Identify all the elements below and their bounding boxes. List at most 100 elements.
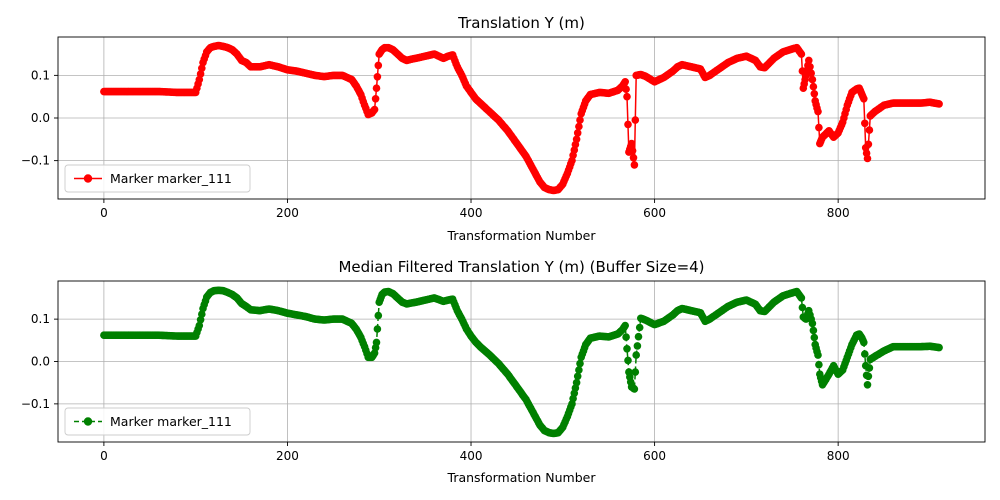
data-point bbox=[632, 351, 640, 359]
data-point bbox=[815, 123, 823, 132]
series-0 bbox=[100, 41, 943, 195]
data-point bbox=[635, 323, 644, 332]
x-tick-label: 200 bbox=[276, 206, 299, 220]
data-point bbox=[622, 85, 630, 93]
data-point bbox=[622, 333, 630, 341]
legend-marker-swatch bbox=[83, 174, 93, 183]
data-point bbox=[627, 139, 636, 148]
x-tick-label: 0 bbox=[100, 206, 108, 220]
data-point bbox=[572, 135, 581, 144]
x-tick-label: 800 bbox=[827, 206, 850, 220]
data-point bbox=[374, 61, 383, 70]
data-point bbox=[797, 50, 806, 58]
data-point bbox=[634, 332, 643, 341]
y-tick-label: 0.1 bbox=[31, 312, 50, 326]
legend: Marker marker_111 bbox=[64, 407, 251, 436]
x-tick-label: 400 bbox=[460, 449, 483, 463]
x-axis-label: Transformation Number bbox=[447, 228, 597, 243]
data-point bbox=[573, 129, 582, 137]
data-point bbox=[621, 78, 629, 86]
legend: Marker marker_111 bbox=[64, 164, 251, 193]
data-point bbox=[372, 338, 381, 347]
data-point bbox=[864, 140, 873, 149]
y-tick-label: 0.0 bbox=[31, 111, 50, 125]
data-point bbox=[808, 319, 817, 328]
data-point bbox=[815, 360, 823, 369]
data-point bbox=[576, 359, 584, 368]
chart-title: Median Filtered Translation Y (m) (Buffe… bbox=[338, 258, 704, 276]
data-point bbox=[805, 56, 813, 65]
data-point bbox=[633, 342, 642, 350]
data-point bbox=[861, 119, 869, 128]
data-point bbox=[198, 310, 206, 319]
data-point bbox=[623, 92, 631, 101]
series-0 bbox=[100, 286, 943, 438]
data-point bbox=[860, 338, 868, 347]
data-point bbox=[624, 356, 632, 365]
x-tick-label: 0 bbox=[100, 449, 108, 463]
data-point bbox=[630, 385, 639, 393]
data-point bbox=[865, 364, 874, 372]
data-point bbox=[572, 378, 581, 387]
legend-label: Marker marker_111 bbox=[110, 171, 232, 186]
data-point bbox=[865, 126, 874, 134]
data-point bbox=[808, 75, 817, 84]
data-point bbox=[372, 84, 381, 92]
legend-box bbox=[64, 164, 251, 193]
y-tick-label: −0.1 bbox=[21, 397, 50, 411]
data-point bbox=[629, 154, 638, 162]
data-point bbox=[860, 95, 868, 103]
data-point bbox=[195, 75, 204, 84]
data-point bbox=[861, 350, 869, 358]
x-tick-label: 600 bbox=[643, 206, 666, 220]
data-point bbox=[373, 325, 382, 333]
data-point bbox=[623, 345, 631, 353]
x-tick-label: 200 bbox=[276, 449, 299, 463]
data-point bbox=[575, 366, 583, 374]
data-point bbox=[624, 120, 632, 129]
data-point bbox=[810, 90, 819, 98]
data-point bbox=[814, 351, 822, 359]
data-point bbox=[370, 105, 379, 114]
data-point bbox=[807, 69, 815, 77]
data-point bbox=[198, 64, 206, 73]
data-point bbox=[864, 372, 873, 381]
data-point bbox=[621, 321, 629, 330]
data-point bbox=[798, 303, 807, 312]
data-point bbox=[809, 326, 818, 335]
data-point bbox=[863, 381, 872, 389]
data-point bbox=[631, 116, 640, 124]
x-axis-label: Transformation Number bbox=[447, 470, 597, 485]
x-tick-label: 800 bbox=[827, 449, 850, 463]
data-point bbox=[797, 294, 806, 302]
data-point bbox=[374, 311, 383, 320]
chart-panel-translation-y: Translation Y (m) 0 200 400 600 800 −0.1 0.0 0.1… bbox=[21, 14, 986, 243]
chart-panel-median-filtered: Median Filtered Translation Y (m) (Buffe… bbox=[21, 258, 986, 485]
x-tick-label: 600 bbox=[643, 449, 666, 463]
y-tick-label: 0.0 bbox=[31, 355, 50, 369]
data-point bbox=[631, 368, 640, 376]
data-point bbox=[575, 122, 583, 131]
data-point bbox=[573, 372, 582, 381]
data-point bbox=[630, 161, 639, 169]
chart-title: Translation Y (m) bbox=[457, 14, 585, 32]
data-point bbox=[806, 63, 814, 71]
data-point bbox=[371, 95, 380, 103]
legend-box bbox=[64, 407, 251, 436]
data-point bbox=[373, 73, 382, 81]
data-point bbox=[814, 107, 822, 116]
y-tick-label: 0.1 bbox=[31, 68, 50, 82]
y-tick-label: −0.1 bbox=[21, 154, 50, 168]
data-point bbox=[935, 343, 943, 352]
x-tick-label: 400 bbox=[460, 206, 483, 220]
legend-label: Marker marker_111 bbox=[110, 414, 232, 429]
data-point bbox=[863, 154, 872, 163]
data-point bbox=[628, 146, 637, 155]
data-point bbox=[576, 116, 584, 124]
legend-marker-swatch bbox=[83, 417, 93, 426]
data-point bbox=[809, 82, 818, 91]
data-point bbox=[935, 100, 943, 108]
data-point bbox=[195, 321, 204, 330]
data-point bbox=[810, 333, 819, 342]
